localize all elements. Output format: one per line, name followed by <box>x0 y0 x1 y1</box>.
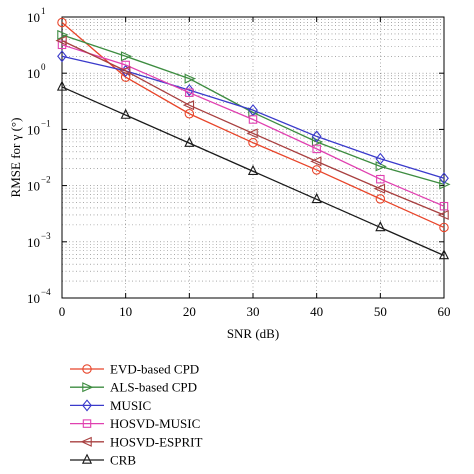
legend-item: HOSVD-ESPRIT <box>70 434 203 449</box>
x-tick-label: 50 <box>374 304 387 319</box>
data-point <box>311 165 322 175</box>
data-point <box>376 174 385 184</box>
legend-marker <box>82 419 92 428</box>
y-tick-exponent: 1 <box>41 6 46 16</box>
y-tick-label: 10 <box>27 291 40 306</box>
data-point <box>247 164 259 176</box>
grid <box>61 17 445 299</box>
y-tick-exponent: −3 <box>41 231 51 241</box>
legend-label: HOSVD-MUSIC <box>110 416 200 431</box>
legend-label: MUSIC <box>110 398 151 413</box>
legend-marker <box>82 399 92 412</box>
y-axis-label: RMSE for γ (°) <box>8 118 23 198</box>
y-tick-label: 10 <box>27 179 40 194</box>
legend-item: HOSVD-MUSIC <box>70 416 200 431</box>
legend: EVD-based CPD ALS-based CPD MUSIC HOSVD-MUS… <box>70 362 203 468</box>
data-point <box>439 172 449 185</box>
data-point <box>57 50 67 63</box>
legend-marker <box>80 436 92 447</box>
legend-label: ALS-based CPD <box>110 380 197 395</box>
data-point <box>57 17 67 28</box>
legend-item: EVD-based CPD <box>70 362 199 377</box>
series-3 <box>57 40 449 211</box>
y-tick-label: 10 <box>27 66 40 81</box>
series-line <box>61 40 445 216</box>
legend-item: ALS-based CPD <box>70 380 197 395</box>
legend-marker <box>82 364 92 374</box>
series-line <box>61 86 445 257</box>
legend-label: CRB <box>110 453 136 468</box>
data-point <box>119 65 131 76</box>
series-line <box>61 21 445 229</box>
data-point <box>248 137 258 148</box>
data-point <box>55 35 67 46</box>
y-tick-exponent: −1 <box>41 118 51 128</box>
legend-marker <box>82 382 94 393</box>
data-point <box>375 194 386 204</box>
data-point <box>246 128 258 139</box>
x-tick-label: 0 <box>59 304 66 319</box>
y-tick-exponent: −2 <box>41 175 51 185</box>
data-point <box>439 201 449 211</box>
data-point <box>312 144 321 154</box>
data-point <box>375 152 386 165</box>
y-tick-label: 10 <box>27 122 40 137</box>
data-point <box>184 108 195 119</box>
data-point <box>439 222 449 233</box>
x-tick-label: 20 <box>183 304 196 319</box>
series-line <box>61 44 445 207</box>
y-tick-label: 10 <box>27 10 40 25</box>
series-line <box>61 55 445 179</box>
data-point <box>120 108 131 119</box>
series-2 <box>57 50 449 185</box>
data-point <box>185 88 194 97</box>
data-point <box>310 156 322 167</box>
data-point <box>120 51 133 62</box>
legend-label: EVD-based CPD <box>110 362 199 377</box>
series-0 <box>57 17 449 233</box>
data-point <box>184 84 195 97</box>
x-tick-label: 40 <box>310 304 323 319</box>
y-tick-exponent: 0 <box>41 62 46 72</box>
x-axis-label: SNR (dB) <box>227 326 279 341</box>
series-line <box>61 34 445 186</box>
data-point <box>375 221 386 232</box>
legend-label: HOSVD-ESPRIT <box>110 434 203 449</box>
data-point <box>311 136 324 147</box>
data-point <box>311 130 322 143</box>
series-group <box>55 17 451 260</box>
x-tick-label: 60 <box>438 304 451 319</box>
legend-item: MUSIC <box>70 398 151 413</box>
x-tick-label: 30 <box>247 304 260 319</box>
y-tick-label: 10 <box>27 235 40 250</box>
legend-item: CRB <box>70 453 136 468</box>
data-point <box>182 100 195 111</box>
legend-marker <box>81 453 93 464</box>
data-point <box>438 249 450 260</box>
data-point <box>56 80 68 91</box>
series-5 <box>56 80 450 260</box>
y-tick-exponent: −4 <box>41 287 51 297</box>
data-point <box>437 209 449 221</box>
data-point <box>373 183 386 194</box>
data-point <box>57 29 69 40</box>
data-point <box>184 73 196 84</box>
data-point <box>184 136 195 147</box>
data-point <box>311 192 322 204</box>
data-point <box>248 115 258 124</box>
series-4 <box>55 35 449 221</box>
data-point <box>375 161 387 172</box>
x-tick-label: 10 <box>119 304 132 319</box>
